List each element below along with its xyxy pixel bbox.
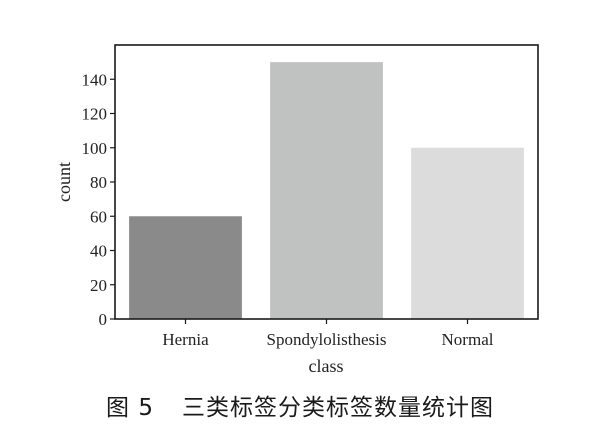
y-tick-label: 80 bbox=[90, 173, 107, 192]
x-axis-title: class bbox=[309, 356, 344, 376]
x-tick-label: Normal bbox=[442, 330, 494, 349]
y-tick-label: 60 bbox=[90, 207, 107, 226]
caption-text: 三类标签分类标签数量统计图 bbox=[181, 395, 494, 421]
y-axis: 0 20 40 60 80 100 120 140 bbox=[82, 70, 115, 329]
bar-spondylolisthesis bbox=[270, 62, 383, 320]
figure-caption: 图 5 三类标签分类标签数量统计图 bbox=[0, 388, 600, 428]
x-tick-label: Hernia bbox=[162, 330, 209, 349]
y-tick-label: 120 bbox=[82, 105, 108, 124]
bar-chart: 0 20 40 60 80 100 120 140 Hernia Spondylolisthes… bbox=[54, 44, 539, 376]
y-axis-title: count bbox=[54, 162, 74, 202]
bar-normal bbox=[411, 147, 524, 319]
bars-layer bbox=[129, 62, 524, 320]
bar-hernia bbox=[129, 216, 242, 319]
y-tick-label: 0 bbox=[99, 310, 108, 329]
y-tick-label: 20 bbox=[90, 276, 107, 295]
y-tick-label: 140 bbox=[82, 70, 108, 89]
x-axis: Hernia Spondylolisthesis Normal bbox=[162, 319, 494, 349]
x-tick-label: Spondylolisthesis bbox=[267, 330, 387, 349]
y-tick-label: 40 bbox=[90, 242, 107, 261]
y-tick-label: 100 bbox=[82, 139, 108, 158]
caption-label: 图 5 bbox=[106, 395, 154, 421]
